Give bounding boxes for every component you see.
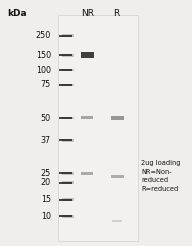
Bar [58,15,138,241]
Bar [62,69,74,71]
Bar [62,172,74,175]
Bar [62,181,74,184]
Text: kDa: kDa [8,9,27,18]
Text: 10: 10 [41,212,51,221]
Bar [111,175,124,178]
Bar [62,215,74,218]
Bar [62,34,74,37]
Text: 25: 25 [41,169,51,178]
Bar [81,116,93,119]
Text: 2ug loading
NR=Non-
reduced
R=reduced: 2ug loading NR=Non- reduced R=reduced [141,160,181,192]
Bar [62,54,74,57]
Text: 150: 150 [36,51,51,60]
Bar [111,116,124,120]
Text: 20: 20 [41,178,51,187]
Text: 15: 15 [41,195,51,204]
Bar [81,52,94,58]
Text: 250: 250 [36,31,51,40]
Text: 100: 100 [36,66,51,75]
Text: 75: 75 [41,80,51,89]
Bar [81,172,93,175]
Text: NR: NR [81,9,94,18]
Bar [62,139,74,142]
Text: R: R [113,9,119,18]
Bar [62,83,74,86]
Bar [112,220,122,222]
Bar [62,117,74,119]
Bar [62,198,74,201]
Text: 50: 50 [41,114,51,123]
Text: 37: 37 [41,136,51,145]
